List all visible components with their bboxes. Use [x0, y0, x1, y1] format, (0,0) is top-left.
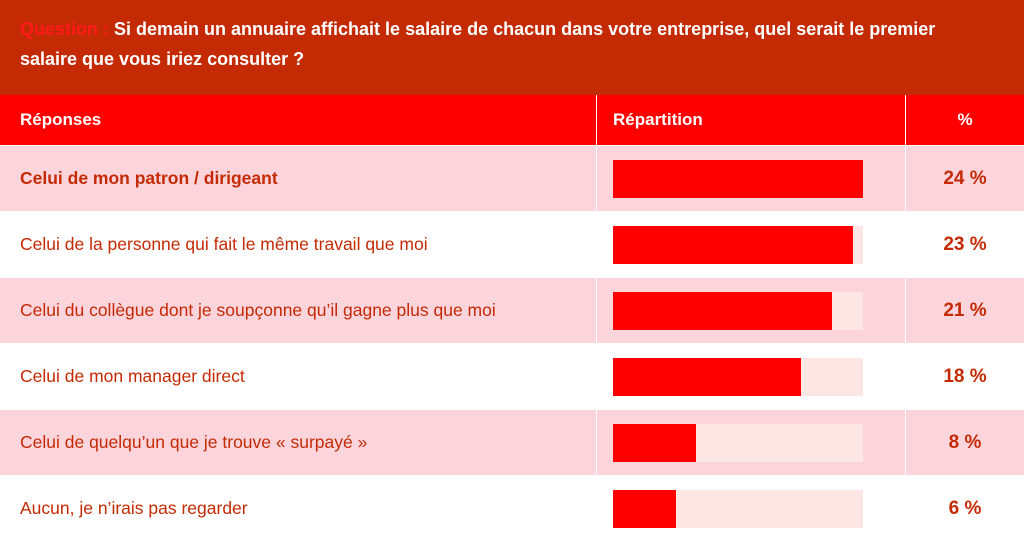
header-distribution: Répartition	[613, 110, 703, 129]
question-banner: Question : Si demain un annuaire afficha…	[0, 0, 1024, 95]
category-label: Aucun, je n’irais pas regarder	[20, 498, 248, 518]
bar-track	[613, 358, 863, 396]
bar-track	[613, 292, 863, 330]
bar-track	[613, 490, 863, 528]
table-row: Celui de la personne qui fait le même tr…	[0, 212, 1024, 278]
table-row: Celui de mon patron / dirigeant 24 %	[0, 146, 1024, 212]
header-percent: %	[957, 110, 973, 129]
column-divider	[596, 95, 597, 544]
table-row: Celui du collègue dont je soupçonne qu’i…	[0, 278, 1024, 344]
bar	[613, 292, 832, 330]
bar	[613, 424, 696, 462]
value-label: 24 %	[943, 168, 987, 189]
question-text: Si demain un annuaire affichait le salai…	[20, 19, 936, 69]
bar	[613, 160, 863, 198]
bar-track	[613, 226, 863, 264]
table-header: Réponses Répartition %	[0, 95, 1024, 146]
value-label: 21 %	[943, 300, 987, 321]
bar	[613, 358, 801, 396]
bar-track	[613, 160, 863, 198]
table-body: Celui de mon patron / dirigeant 24 % Celui…	[0, 146, 1024, 542]
table-row: Celui de quelqu’un que je trouve « surpa…	[0, 410, 1024, 476]
bar	[613, 490, 676, 528]
table-row: Aucun, je n’irais pas regarder 6 %	[0, 476, 1024, 542]
category-label: Celui de mon manager direct	[20, 366, 245, 386]
value-label: 23 %	[943, 234, 987, 255]
table-row: Celui de mon manager direct 18 %	[0, 344, 1024, 410]
category-label: Celui de quelqu’un que je trouve « surpa…	[20, 432, 368, 452]
category-label: Celui du collègue dont je soupçonne qu’i…	[20, 300, 496, 320]
question-label: Question :	[20, 19, 109, 39]
value-label: 8 %	[948, 432, 982, 453]
category-label: Celui de mon patron / dirigeant	[20, 168, 278, 188]
header-responses: Réponses	[20, 110, 102, 129]
value-label: 18 %	[943, 366, 987, 387]
column-divider	[905, 95, 906, 544]
bar	[613, 226, 853, 264]
value-label: 6 %	[948, 498, 982, 519]
bar-track	[613, 424, 863, 462]
category-label: Celui de la personne qui fait le même tr…	[20, 234, 428, 254]
